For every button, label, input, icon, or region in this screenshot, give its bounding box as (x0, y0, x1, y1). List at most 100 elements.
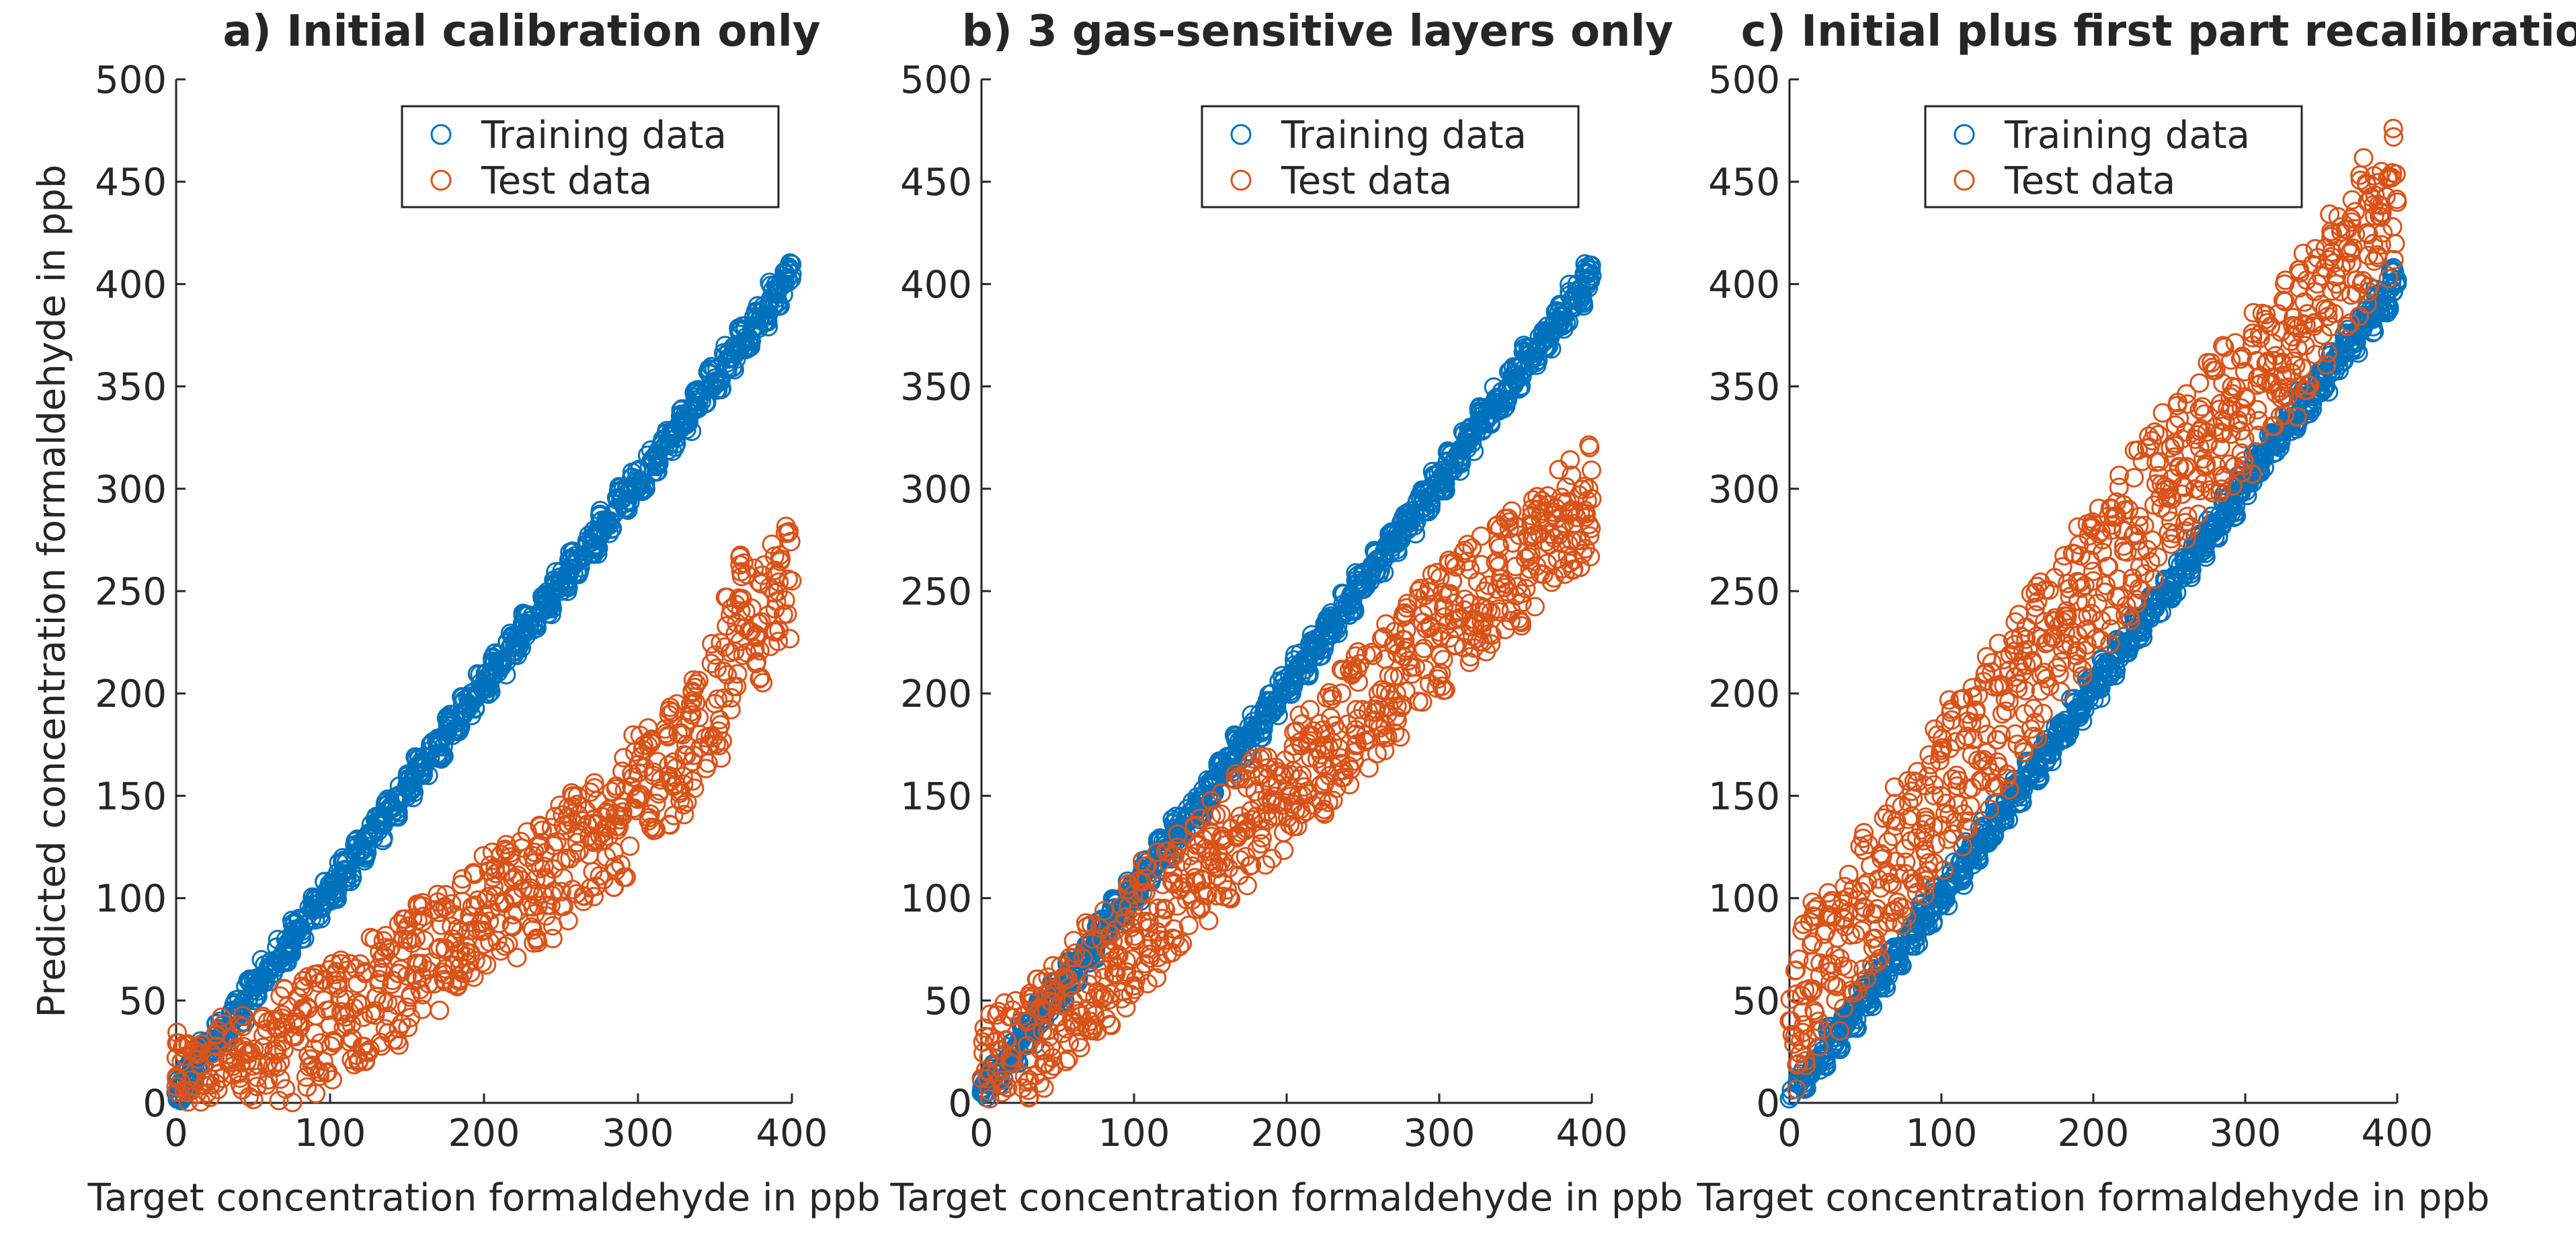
data-point (412, 985, 432, 1005)
data-point (2140, 551, 2161, 572)
data-point (508, 865, 528, 886)
data-point (2130, 557, 2150, 577)
data-point (1401, 657, 1421, 677)
data-point (1262, 791, 1282, 811)
data-point (1096, 1009, 1116, 1029)
data-point (610, 855, 631, 875)
data-point (270, 1069, 290, 1089)
data-point (2169, 457, 2189, 477)
data-point (1902, 781, 1922, 802)
data-point (607, 490, 627, 510)
data-point (674, 804, 694, 824)
data-point (1106, 964, 1126, 984)
data-point (1865, 928, 1885, 948)
data-point (1041, 1037, 1061, 1057)
data-point (1958, 819, 1978, 839)
data-point (612, 761, 633, 781)
data-point (237, 1051, 257, 1071)
data-point (2196, 454, 2216, 474)
data-point (350, 841, 370, 861)
data-point (667, 694, 687, 714)
data-point (717, 587, 737, 607)
data-point (1412, 692, 1433, 712)
data-point (1043, 1048, 1063, 1068)
data-point (355, 1050, 375, 1071)
data-point (2109, 465, 2130, 486)
legend-label: Training data (481, 114, 727, 157)
data-point (344, 1054, 364, 1075)
x-tick-label: 200 (1251, 1112, 1323, 1155)
data-point (973, 1032, 993, 1052)
data-point (749, 613, 769, 633)
data-point (2146, 452, 2167, 472)
data-point (269, 1090, 289, 1110)
data-point (2052, 557, 2072, 577)
data-point (314, 970, 334, 990)
y-tick-label: 500 (1708, 59, 1780, 102)
data-point (1870, 948, 1890, 968)
data-point (723, 677, 743, 697)
data-point (2094, 658, 2114, 679)
data-point (544, 881, 564, 901)
data-point (379, 939, 399, 960)
data-point (1886, 851, 1906, 872)
legend-marker (430, 169, 452, 191)
data-point (1031, 1040, 1051, 1061)
legend-marker (1230, 169, 1252, 191)
data-point (2049, 714, 2069, 734)
data-point (1202, 785, 1222, 805)
data-point (1355, 732, 1375, 752)
data-point (1808, 1011, 1828, 1032)
data-point (1498, 362, 1519, 382)
data-point (1999, 691, 2019, 711)
data-point (322, 1069, 342, 1089)
legend-label: Training data (1281, 114, 1527, 157)
data-point (1164, 919, 1184, 939)
data-point (749, 318, 769, 338)
data-point (1941, 710, 1962, 730)
data-point (775, 590, 795, 610)
data-point (1794, 1015, 1814, 1035)
x-tick-label: 0 (1777, 1112, 1802, 1155)
data-point (1803, 932, 1823, 952)
data-point (316, 1063, 336, 1083)
data-point (1469, 602, 1489, 622)
data-point (1346, 736, 1366, 756)
data-point (635, 479, 655, 499)
data-point (780, 629, 800, 649)
data-point (709, 709, 729, 730)
data-point (2256, 305, 2276, 325)
data-point (495, 936, 515, 956)
data-point (420, 747, 440, 767)
data-point (567, 833, 587, 853)
data-point (1133, 883, 1153, 903)
data-point (1386, 707, 1406, 727)
data-point (1215, 852, 1235, 872)
data-point (1059, 948, 1080, 968)
data-point (759, 577, 779, 597)
data-point (1793, 1022, 1813, 1042)
data-point (458, 954, 478, 974)
data-point (223, 1056, 243, 1076)
data-point (2007, 734, 2027, 755)
data-point (769, 572, 789, 592)
data-point (730, 547, 750, 567)
data-point (2016, 655, 2036, 675)
data-point (2222, 476, 2243, 496)
data-point (750, 667, 770, 687)
data-point (553, 896, 573, 917)
data-point (1995, 808, 2015, 828)
data-point (1939, 738, 1960, 759)
data-point (366, 987, 387, 1007)
data-point (650, 781, 670, 801)
data-point (1871, 844, 1891, 864)
data-point (1312, 791, 1332, 811)
data-point (432, 749, 452, 769)
data-point (283, 930, 303, 950)
data-point (1125, 979, 1145, 999)
data-point (1243, 748, 1263, 769)
data-point (1843, 982, 1863, 1003)
data-point (2091, 521, 2111, 541)
data-point (413, 911, 433, 931)
data-point (1880, 872, 1900, 892)
